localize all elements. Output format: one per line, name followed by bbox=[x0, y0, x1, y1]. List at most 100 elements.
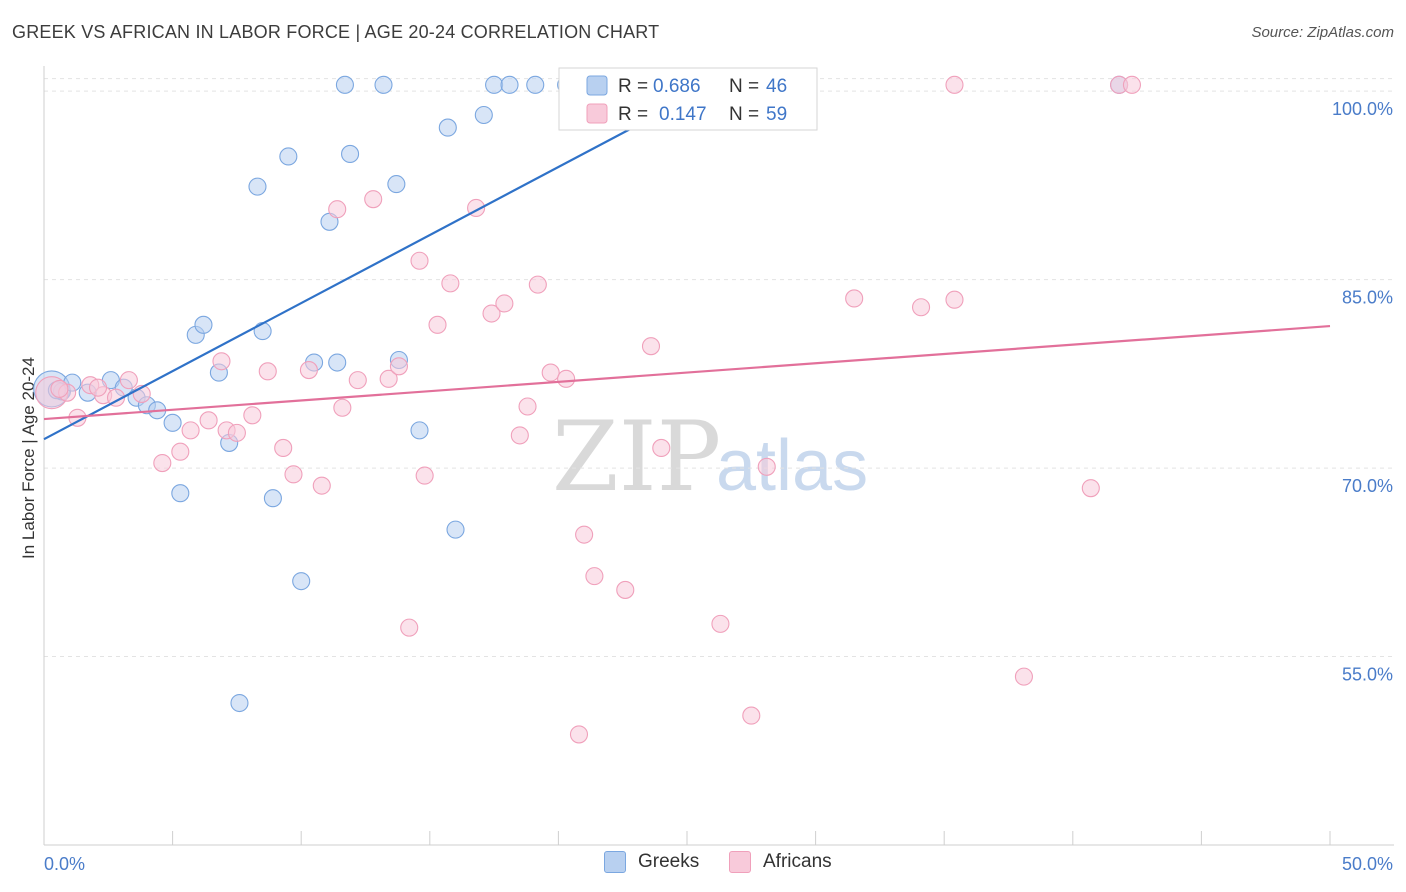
legend-africans-n-label: N = bbox=[729, 104, 759, 125]
greeks-point bbox=[341, 144, 360, 164]
africans-point bbox=[482, 304, 501, 323]
legend-greeks-label: Greeks bbox=[638, 851, 700, 872]
legend-greeks-n-value: 46 bbox=[766, 76, 787, 97]
africans-point bbox=[415, 466, 434, 485]
africans-point bbox=[153, 453, 172, 473]
greeks-point bbox=[526, 75, 545, 94]
africans-point bbox=[258, 362, 277, 381]
greeks-point bbox=[230, 693, 249, 713]
greeks-point bbox=[279, 147, 298, 166]
africans-point bbox=[227, 423, 246, 442]
x-tick-label: 0.0% bbox=[44, 854, 85, 874]
legend-africans-swatch bbox=[586, 103, 608, 124]
legend-item-greeks: Greeks bbox=[604, 851, 699, 873]
africans-point bbox=[742, 706, 761, 725]
africans-point bbox=[575, 525, 594, 544]
greeks-point bbox=[292, 572, 311, 591]
africans-point bbox=[616, 580, 635, 599]
africans-point bbox=[528, 275, 547, 294]
greeks-point bbox=[171, 484, 190, 503]
africans-point bbox=[243, 406, 262, 425]
greeks-point bbox=[328, 353, 347, 372]
legend-africans-label: Africans bbox=[763, 851, 832, 872]
legend-item-africans: Africans bbox=[729, 851, 832, 873]
legend-africans-r-value: 0.147 bbox=[659, 104, 707, 125]
watermark-zip: ZIP bbox=[552, 401, 721, 513]
africans-point bbox=[495, 294, 514, 313]
legend-africans-n-value: 59 bbox=[766, 104, 787, 125]
africans-point bbox=[379, 369, 398, 388]
africans-point bbox=[1122, 75, 1142, 94]
y-tick-label: 70.0% bbox=[1342, 476, 1393, 496]
africans-trend-line bbox=[43, 324, 1331, 421]
greeks-point bbox=[248, 177, 267, 196]
africans-point bbox=[299, 361, 318, 380]
legend-greeks-r-value: 0.686 bbox=[653, 76, 701, 97]
greeks-point bbox=[438, 118, 457, 137]
y-tick-label: 100.0% bbox=[1332, 99, 1393, 119]
africans-point bbox=[557, 369, 576, 388]
africans-point bbox=[50, 379, 69, 398]
africans-point bbox=[1081, 479, 1100, 498]
africans-point bbox=[328, 200, 347, 219]
africans-point bbox=[518, 397, 537, 416]
series-greeks bbox=[33, 75, 1129, 713]
greeks-point bbox=[263, 489, 282, 508]
africans-point bbox=[312, 476, 331, 495]
axes bbox=[43, 66, 1394, 846]
series-africans bbox=[35, 75, 1142, 744]
africans-point bbox=[348, 371, 367, 390]
africans-point bbox=[212, 352, 231, 371]
africans-point bbox=[400, 618, 419, 637]
africans-point bbox=[199, 411, 218, 430]
africans-point bbox=[541, 363, 560, 382]
africans-point bbox=[652, 438, 671, 458]
africans-point bbox=[410, 251, 429, 270]
africans-point bbox=[171, 442, 190, 461]
greeks-point bbox=[410, 421, 429, 440]
watermark: ZIP atlas bbox=[552, 401, 868, 513]
greeks-point bbox=[387, 175, 406, 194]
africans-point bbox=[181, 421, 200, 440]
africans-point bbox=[585, 567, 604, 586]
africans-point bbox=[364, 190, 383, 209]
africans-point bbox=[119, 371, 138, 390]
legend-africans-r-label: R = bbox=[618, 104, 648, 125]
greeks-swatch bbox=[604, 851, 626, 873]
x-tick-label: 50.0% bbox=[1342, 854, 1393, 874]
greeks-point bbox=[253, 322, 272, 341]
legend-greeks-n-label: N = bbox=[729, 76, 759, 97]
legend-greeks-swatch bbox=[586, 75, 608, 96]
africans-point bbox=[333, 398, 352, 417]
africans-point bbox=[428, 315, 447, 334]
africans-point bbox=[711, 614, 730, 633]
greeks-point bbox=[374, 75, 393, 94]
africans-point bbox=[569, 725, 589, 744]
greeks-point bbox=[163, 413, 182, 432]
africans-point bbox=[389, 357, 408, 376]
africans-point bbox=[641, 337, 661, 356]
africans-point bbox=[88, 378, 108, 397]
africans-point bbox=[912, 298, 931, 317]
greeks-point bbox=[500, 75, 519, 94]
y-tick-label: 85.0% bbox=[1342, 288, 1393, 308]
legend: R = 0.686 N = 46 R = 0.147 N = 59 bbox=[558, 67, 818, 131]
africans-point bbox=[510, 426, 529, 445]
africans-point bbox=[945, 75, 964, 94]
chart-source: Source: ZipAtlas.com bbox=[1251, 24, 1394, 41]
greeks-point bbox=[335, 75, 354, 94]
greeks-point bbox=[485, 75, 504, 94]
greeks-trend-line bbox=[43, 77, 727, 441]
watermark-atlas: atlas bbox=[716, 426, 868, 506]
africans-point bbox=[274, 438, 293, 458]
africans-point bbox=[284, 465, 303, 484]
africans-point bbox=[845, 289, 864, 308]
africans-point bbox=[441, 274, 460, 293]
greeks-point bbox=[446, 520, 465, 539]
africans-point bbox=[1014, 667, 1033, 686]
legend-greeks-r-label: R = bbox=[618, 76, 648, 97]
africans-point bbox=[757, 457, 776, 476]
chart-title: GREEK VS AFRICAN IN LABOR FORCE | AGE 20… bbox=[12, 22, 660, 42]
gridlines bbox=[44, 78, 1394, 658]
